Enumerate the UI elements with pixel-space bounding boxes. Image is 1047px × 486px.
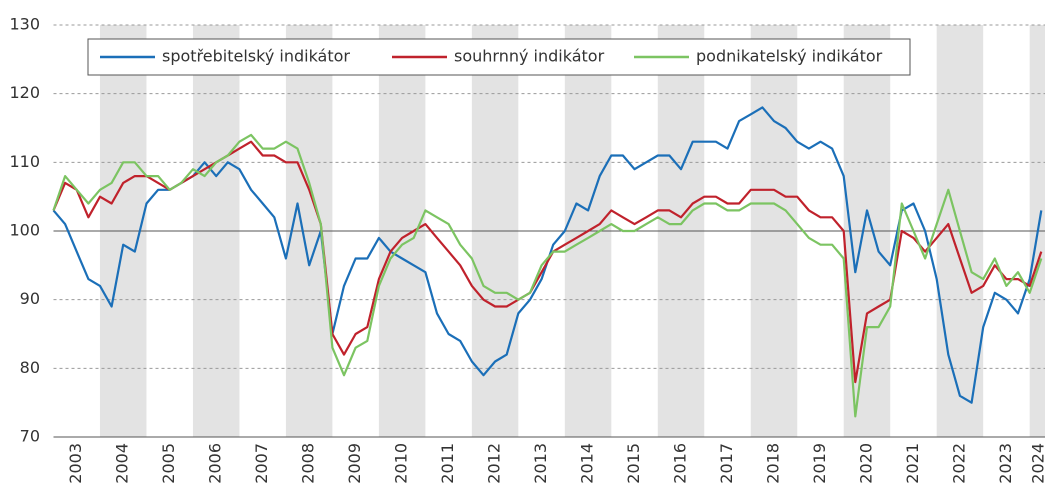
x-tick-label: 2007 <box>252 443 271 484</box>
x-tick-label: 2023 <box>996 443 1015 484</box>
x-tick-label: 2010 <box>392 443 411 484</box>
y-tick-label: 80 <box>20 358 40 377</box>
x-tick-label: 2003 <box>66 443 85 484</box>
x-tick-label: 2016 <box>671 443 690 484</box>
y-tick-label: 110 <box>9 152 40 171</box>
x-tick-label: 2013 <box>531 443 550 484</box>
legend-label: podnikatelský indikátor <box>696 47 883 66</box>
x-tick-label: 2024 <box>1029 443 1047 484</box>
x-tick-label: 2020 <box>856 443 875 484</box>
x-tick-label: 2021 <box>903 443 922 484</box>
y-tick-label: 90 <box>20 289 40 308</box>
x-tick-label: 2014 <box>578 443 597 484</box>
x-tick-label: 2015 <box>624 443 643 484</box>
legend-label: spotřebitelský indikátor <box>162 47 350 66</box>
x-tick-label: 2005 <box>159 443 178 484</box>
x-tick-label: 2018 <box>763 443 782 484</box>
legend-box <box>87 38 911 76</box>
y-tick-label: 100 <box>9 221 40 240</box>
x-tick-label: 2006 <box>206 443 225 484</box>
x-tick-label: 2017 <box>717 443 736 484</box>
series-line <box>52 133 1043 418</box>
x-tick-label: 2004 <box>113 443 132 484</box>
y-tick-label: 130 <box>9 15 40 34</box>
legend-label: souhrnný indikátor <box>454 47 605 66</box>
y-tick-label: 70 <box>20 427 40 446</box>
x-tick-label: 2011 <box>438 443 457 484</box>
x-tick-label: 2022 <box>949 443 968 484</box>
x-tick-label: 2009 <box>345 443 364 484</box>
x-tick-label: 2019 <box>810 443 829 484</box>
y-tick-label: 120 <box>9 83 40 102</box>
x-tick-label: 2012 <box>485 443 504 484</box>
x-tick-label: 2008 <box>299 443 318 484</box>
